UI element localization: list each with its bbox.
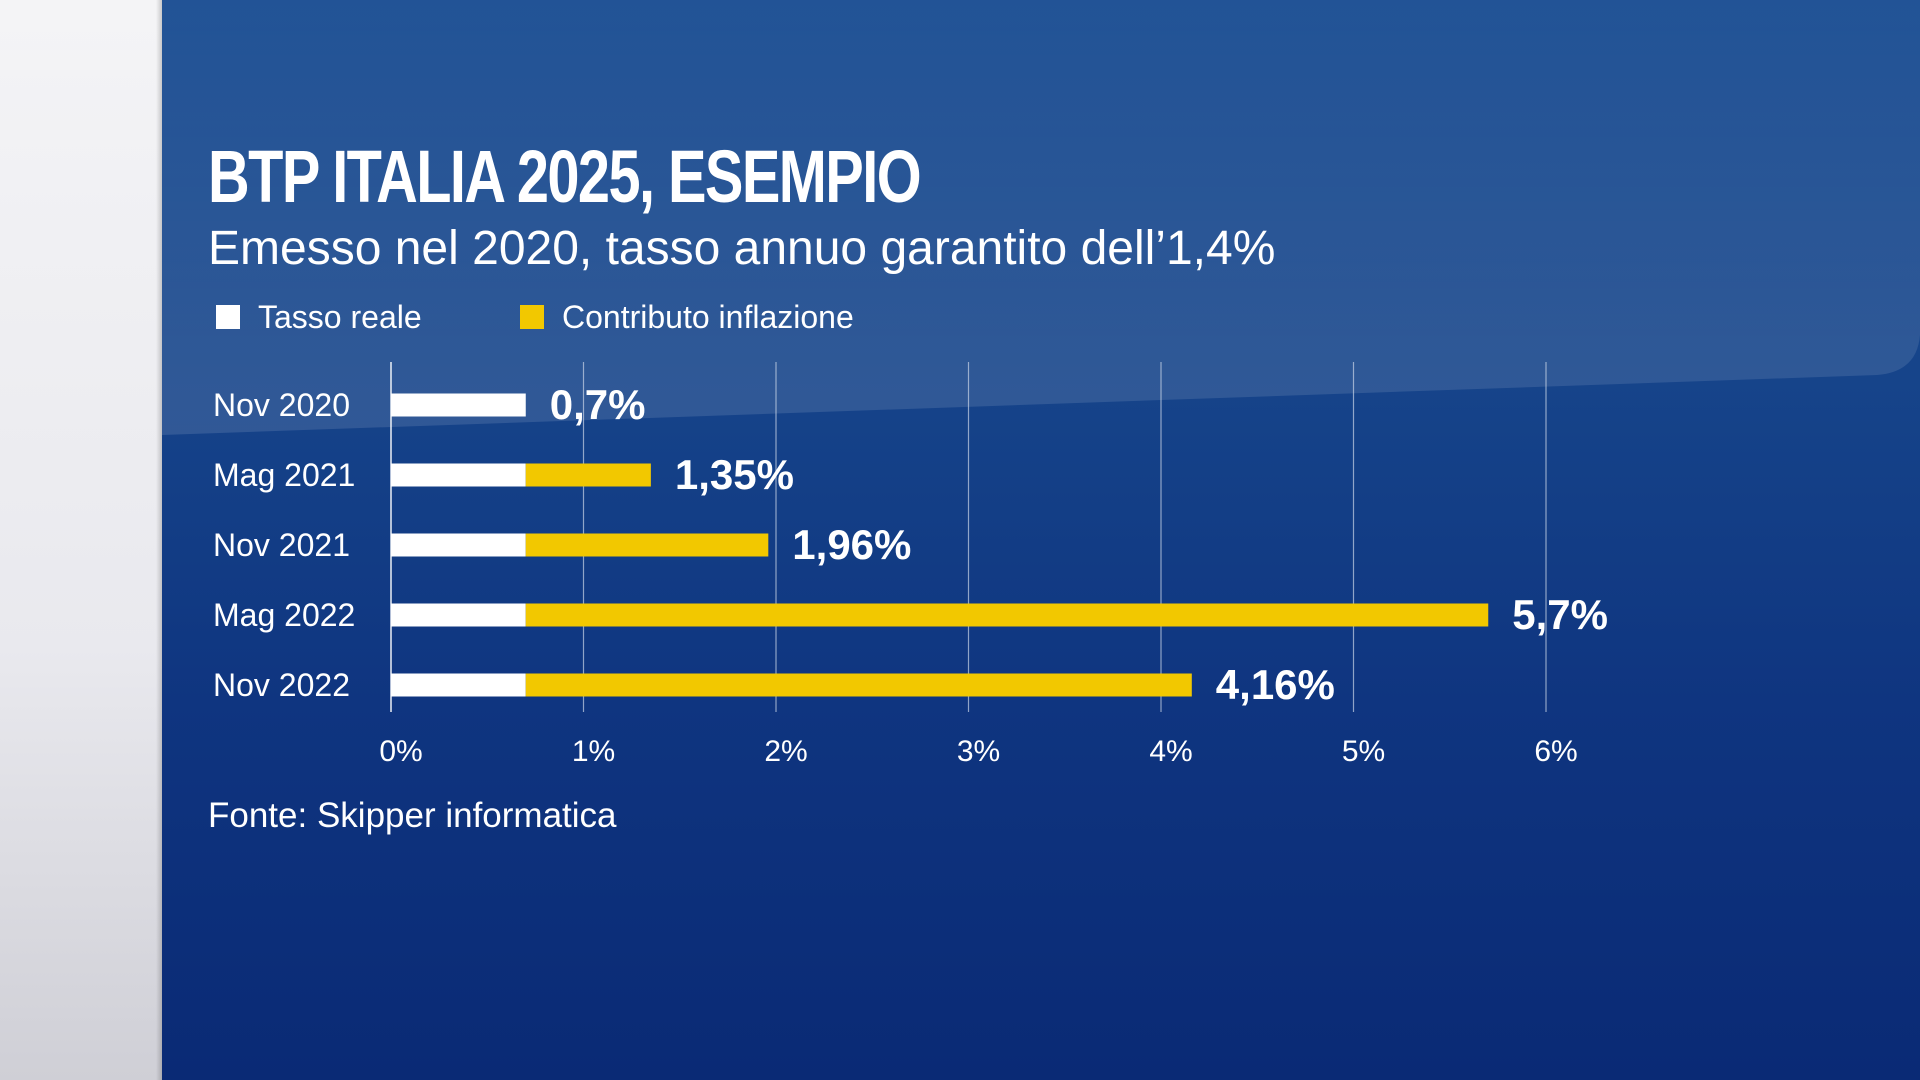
legend-swatch-inflation [520,305,544,329]
bar-inflation [525,533,769,557]
data-label: 1,35% [675,451,794,498]
bar-inflation [525,463,651,487]
x-tick-label: 3% [957,735,1000,768]
chart-title: BTP ITALIA 2025, ESEMPIO [208,135,922,218]
x-tick-label: 4% [1149,735,1192,768]
legend-item-real-rate: Tasso reale [216,298,422,335]
x-tick-label: 6% [1534,735,1577,768]
legend-swatch-real-rate [216,305,240,329]
bar-real-rate [391,603,526,627]
x-tick-label: 2% [764,735,807,768]
data-label: 4,16% [1216,661,1335,708]
bar-real-rate [391,393,526,417]
bar-inflation [525,603,1489,627]
x-tick-label: 1% [572,735,615,768]
source-note: Fonte: Skipper informatica [208,796,617,835]
chart-panel: BTP ITALIA 2025, ESEMPIO Emesso nel 2020… [162,0,1920,1080]
chart-subtitle: Emesso nel 2020, tasso annuo garantito d… [208,222,1276,275]
panel-sheen [162,0,1920,435]
bar-inflation [525,673,1192,697]
legend-label-inflation: Contributo inflazione [562,298,854,335]
data-label: 1,96% [792,521,911,568]
category-label: Mag 2022 [213,597,355,633]
bar-chart: 0% 1% 2% 3% 4% 5% 6% Nov 2020 0,7% Mag 2021 1,35% N… [213,362,1608,768]
category-label: Nov 2021 [213,527,350,563]
category-label: Mag 2021 [213,457,355,493]
bar-real-rate [391,533,526,557]
legend-label-real-rate: Tasso reale [258,298,422,335]
category-label: Nov 2022 [213,667,350,703]
category-label: Nov 2020 [213,387,350,423]
x-tick-label: 5% [1342,735,1385,768]
bar-real-rate [391,463,526,487]
x-tick-label: 0% [379,735,422,768]
data-label: 5,7% [1512,591,1608,638]
legend-item-inflation: Contributo inflazione [520,298,854,335]
left-background-strip [0,0,162,1080]
bar-real-rate [391,673,526,697]
data-label: 0,7% [550,381,646,428]
